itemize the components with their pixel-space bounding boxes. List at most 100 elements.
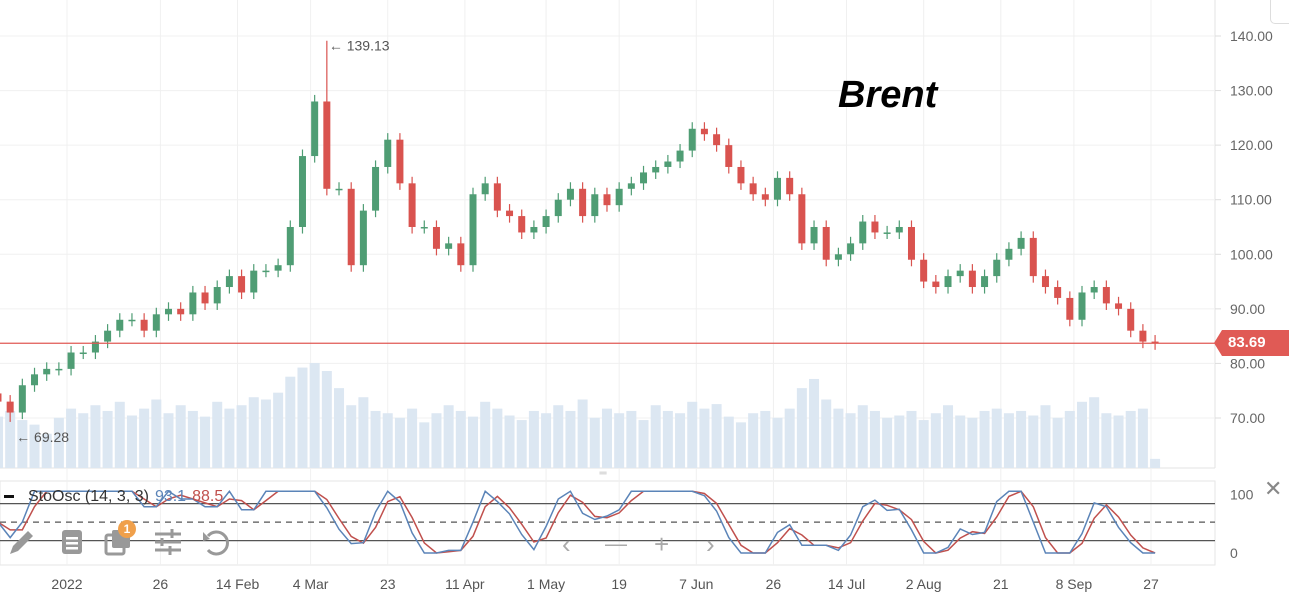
candle-up	[116, 319, 124, 331]
candle-up	[944, 276, 952, 288]
volume-bar	[1089, 397, 1100, 468]
volume-bar	[772, 417, 783, 468]
volume-bar	[1113, 415, 1124, 468]
candle-up	[530, 226, 538, 233]
x-tick-label: 2022	[51, 576, 82, 592]
volume-bar	[151, 399, 162, 468]
candle-up	[31, 374, 39, 386]
volume-bar	[626, 410, 637, 468]
candle-up	[335, 188, 343, 191]
candle-up	[262, 270, 270, 273]
candle-down	[786, 177, 794, 195]
volume-bar	[260, 399, 271, 468]
candle-up	[615, 188, 623, 206]
minus-icon[interactable]: —	[605, 531, 627, 556]
candle-up	[18, 385, 26, 413]
top-right-control[interactable]	[1270, 0, 1289, 24]
chart-title: Brent	[838, 74, 938, 116]
candle-down	[579, 188, 587, 217]
volume-bar	[480, 401, 491, 468]
volume-bar	[334, 388, 345, 468]
volume-bar	[1028, 415, 1039, 468]
candle-up	[591, 194, 599, 217]
volume-bar	[468, 416, 478, 468]
volume-bar	[955, 415, 966, 468]
indicator-d-value: 88.5	[192, 488, 224, 505]
volume-bar	[492, 408, 503, 468]
volume-bar	[346, 405, 357, 468]
candle-down	[871, 221, 879, 233]
candle-down	[725, 145, 733, 167]
candle-up	[55, 368, 63, 371]
candle-down	[1115, 303, 1123, 309]
indicator-tick-label: 0	[1230, 545, 1238, 561]
y-tick-label: 140.00	[1230, 28, 1273, 44]
indicator-name: StoOsc (14, 3, 3)	[28, 488, 149, 505]
volume-bar	[565, 410, 576, 468]
y-tick-label: 80.00	[1230, 355, 1265, 371]
y-tick-label: 100.00	[1230, 246, 1273, 262]
volume-bar	[589, 417, 600, 468]
candle-down	[506, 210, 514, 217]
candle-down	[432, 226, 440, 249]
x-tick-label: 26	[153, 576, 169, 592]
volume-bar	[1040, 405, 1051, 468]
chevron-left-icon[interactable]: ‹	[562, 529, 571, 559]
candle-down	[0, 393, 2, 402]
volume-bar	[285, 376, 296, 468]
candle-down	[907, 226, 915, 260]
candle-down	[177, 308, 185, 315]
volume-bar	[577, 399, 588, 468]
close-indicator-icon[interactable]: ✕	[1264, 476, 1283, 501]
volume-bar	[821, 399, 832, 468]
x-tick-label: 2 Aug	[906, 576, 942, 592]
candle-up	[664, 161, 672, 167]
volume-bar	[991, 408, 1002, 468]
volume-bar	[394, 417, 405, 468]
candle-up	[834, 254, 842, 260]
candle-down	[347, 188, 355, 266]
last-price-tag: 83.69	[1214, 330, 1289, 356]
candle-up	[104, 330, 112, 342]
candle-up	[79, 352, 87, 355]
volume-bar	[78, 413, 89, 468]
y-tick-label: 110.00	[1230, 192, 1272, 208]
undo-icon[interactable]	[200, 526, 232, 558]
layers-badge: 1	[118, 520, 136, 538]
volume-bar	[224, 408, 235, 468]
document-icon[interactable]	[56, 526, 88, 558]
candle-up	[165, 308, 172, 315]
plus-icon[interactable]: +	[654, 529, 670, 559]
candle-up	[152, 314, 160, 331]
volume-bar	[1101, 413, 1112, 468]
volume-bar	[29, 424, 40, 468]
volume-bar	[187, 410, 198, 468]
candle-up	[420, 226, 428, 229]
candle-up	[481, 183, 489, 195]
volume-bar	[541, 413, 552, 468]
volume-bar	[662, 410, 673, 468]
volume-bar	[382, 413, 393, 468]
volume-bar	[200, 416, 211, 468]
candle-up	[274, 265, 282, 271]
volume-bar	[1003, 413, 1014, 468]
volume-bar	[419, 422, 430, 468]
volume-bar	[748, 413, 759, 468]
candle-down	[201, 292, 209, 304]
volume-bar	[614, 413, 625, 468]
pencil-icon[interactable]	[6, 526, 38, 558]
volume-bar	[102, 410, 113, 468]
volume-bar	[175, 405, 186, 468]
sliders-icon[interactable]	[152, 526, 184, 558]
volume-bar	[90, 405, 101, 468]
y-tick-label: 130.00	[1230, 83, 1273, 99]
chevron-right-icon[interactable]: ›	[706, 529, 715, 559]
candle-down	[737, 166, 745, 184]
volume-bar	[163, 413, 174, 468]
candle-down	[408, 183, 416, 227]
volume-bar	[407, 408, 418, 468]
volume-bar	[553, 405, 564, 468]
candle-down	[396, 139, 404, 184]
x-tick-label: 8 Sep	[1056, 576, 1093, 592]
